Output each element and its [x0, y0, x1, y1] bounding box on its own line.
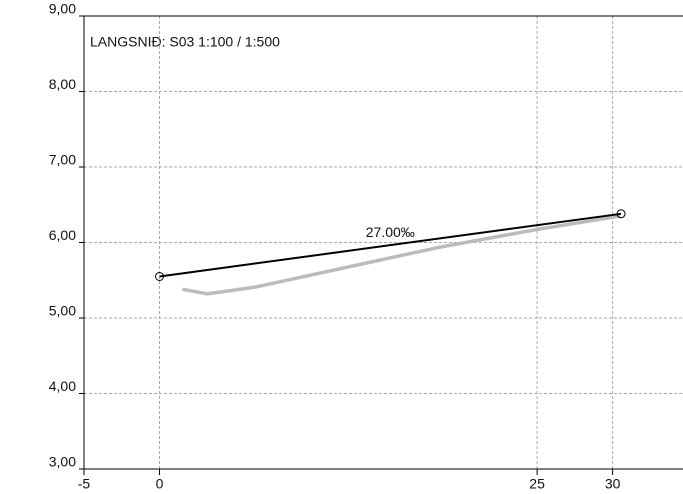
y-tick-label: 5,00 — [49, 303, 76, 319]
slope-label: 27.00‰ — [366, 224, 415, 240]
x-tick-label: 0 — [156, 476, 164, 492]
y-tick-label: 9,00 — [49, 1, 76, 17]
y-tick-label: 4,00 — [49, 378, 76, 394]
series-line — [159, 212, 622, 278]
y-tick-label: 6,00 — [49, 227, 76, 243]
x-tick-label: -5 — [78, 476, 91, 492]
y-tick-label: 8,00 — [49, 76, 76, 92]
x-tick-label: 30 — [605, 476, 621, 492]
x-tick-label: 25 — [529, 476, 545, 492]
chart-title: LANGSNIÐ: S03 1:100 / 1:500 — [90, 34, 280, 50]
y-tick-label: 7,00 — [49, 152, 76, 168]
vertex-marker — [155, 271, 165, 281]
y-tick-label: 3,00 — [49, 454, 76, 470]
series-line — [182, 214, 621, 296]
vertex-marker — [616, 209, 626, 219]
